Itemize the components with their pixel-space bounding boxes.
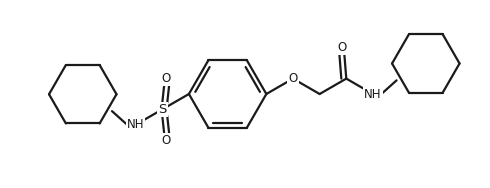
Text: O: O: [288, 72, 297, 85]
Text: O: O: [162, 72, 171, 85]
Text: O: O: [162, 134, 171, 147]
Text: NH: NH: [127, 118, 145, 131]
Text: O: O: [338, 41, 347, 54]
Text: NH: NH: [364, 87, 382, 101]
Text: S: S: [158, 103, 167, 116]
